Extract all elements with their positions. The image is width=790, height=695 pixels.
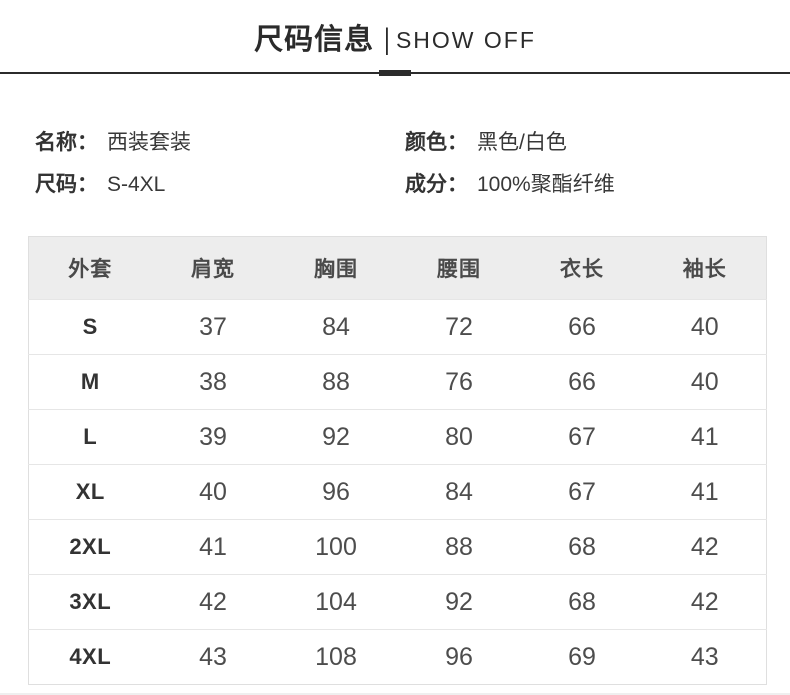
table-row: XL 40 96 84 67 41 bbox=[28, 464, 767, 520]
table-row: M 38 88 76 66 40 bbox=[28, 354, 767, 410]
table-cell-value: 40 bbox=[643, 299, 767, 355]
info-name-label: 名称： bbox=[35, 131, 98, 154]
table-row: 4XL 43 108 96 69 43 bbox=[28, 629, 767, 685]
table-cell-value: 108 bbox=[274, 629, 398, 685]
info-size-value: S-4XL bbox=[107, 173, 166, 196]
table-header-cell: 衣长 bbox=[520, 236, 644, 300]
table-cell-value: 84 bbox=[397, 464, 521, 520]
table-cell-value: 69 bbox=[520, 629, 644, 685]
table-cell-value: 42 bbox=[151, 574, 275, 630]
table-cell-value: 39 bbox=[151, 409, 275, 465]
table-cell-value: 92 bbox=[397, 574, 521, 630]
table-cell-value: 67 bbox=[520, 464, 644, 520]
size-table-body: S 37 84 72 66 40 M 38 88 76 66 40 L 39 92 80 67 41 XL 40 96 8… bbox=[28, 299, 767, 685]
table-header-cell: 腰围 bbox=[397, 236, 521, 300]
table-cell-value: 68 bbox=[520, 574, 644, 630]
table-cell-value: 42 bbox=[643, 574, 767, 630]
table-cell-value: 67 bbox=[520, 409, 644, 465]
table-cell-value: 41 bbox=[151, 519, 275, 575]
table-cell-value: 38 bbox=[151, 354, 275, 410]
info-color-label: 颜色： bbox=[405, 131, 468, 154]
table-cell-value: 84 bbox=[274, 299, 398, 355]
table-cell-value: 43 bbox=[643, 629, 767, 685]
title-divider-line bbox=[0, 72, 790, 74]
table-header-cell: 袖长 bbox=[643, 236, 767, 300]
table-cell-size: M bbox=[28, 354, 152, 410]
table-row: S 37 84 72 66 40 bbox=[28, 299, 767, 355]
table-cell-value: 42 bbox=[643, 519, 767, 575]
table-cell-value: 68 bbox=[520, 519, 644, 575]
info-size-label: 尺码： bbox=[35, 173, 98, 196]
table-cell-value: 104 bbox=[274, 574, 398, 630]
table-cell-size: L bbox=[28, 409, 152, 465]
table-cell-size: 4XL bbox=[28, 629, 152, 685]
table-cell-value: 72 bbox=[397, 299, 521, 355]
title-english: SHOW OFF bbox=[395, 27, 536, 53]
table-row: L 39 92 80 67 41 bbox=[28, 409, 767, 465]
info-name: 名称： 西装套装 bbox=[35, 130, 405, 156]
table-cell-size: S bbox=[28, 299, 152, 355]
info-name-value: 西装套装 bbox=[107, 131, 191, 154]
info-material: 成分： 100%聚酯纤维 bbox=[405, 172, 755, 198]
table-cell-size: XL bbox=[28, 464, 152, 520]
info-size: 尺码： S-4XL bbox=[35, 172, 405, 198]
size-table: 外套 肩宽 胸围 腰围 衣长 袖长 S 37 84 72 66 40 M 38 88 76 66 40 L 39 92… bbox=[28, 236, 767, 685]
table-cell-value: 96 bbox=[397, 629, 521, 685]
size-table-header-row: 外套 肩宽 胸围 腰围 衣长 袖长 bbox=[28, 236, 767, 300]
size-table-header: 外套 肩宽 胸围 腰围 衣长 袖长 bbox=[28, 236, 767, 300]
table-cell-value: 92 bbox=[274, 409, 398, 465]
table-cell-value: 100 bbox=[274, 519, 398, 575]
table-cell-value: 40 bbox=[643, 354, 767, 410]
table-header-cell: 胸围 bbox=[274, 236, 398, 300]
table-cell-value: 76 bbox=[397, 354, 521, 410]
table-cell-value: 88 bbox=[397, 519, 521, 575]
table-cell-value: 41 bbox=[643, 409, 767, 465]
table-header-cell: 肩宽 bbox=[151, 236, 275, 300]
table-cell-value: 37 bbox=[151, 299, 275, 355]
table-cell-value: 43 bbox=[151, 629, 275, 685]
table-cell-size: 3XL bbox=[28, 574, 152, 630]
table-cell-size: 2XL bbox=[28, 519, 152, 575]
table-row: 3XL 42 104 92 68 42 bbox=[28, 574, 767, 630]
table-cell-value: 96 bbox=[274, 464, 398, 520]
title-separator: | bbox=[384, 23, 390, 56]
table-cell-value: 41 bbox=[643, 464, 767, 520]
section-title: 尺码信息 | SHOW OFF bbox=[0, 0, 790, 58]
size-info-page: 尺码信息 | SHOW OFF 名称： 西装套装 颜色： 黑色/白色 尺码： S… bbox=[0, 0, 790, 676]
product-info: 名称： 西装套装 颜色： 黑色/白色 尺码： S-4XL 成分： 100%聚酯纤… bbox=[35, 130, 755, 198]
info-color: 颜色： 黑色/白色 bbox=[405, 130, 755, 156]
table-cell-value: 66 bbox=[520, 299, 644, 355]
table-cell-value: 80 bbox=[397, 409, 521, 465]
title-chinese: 尺码信息 bbox=[254, 24, 375, 56]
table-row: 2XL 41 100 88 68 42 bbox=[28, 519, 767, 575]
info-material-label: 成分： bbox=[405, 173, 468, 196]
info-material-value: 100%聚酯纤维 bbox=[477, 173, 615, 196]
table-header-cell: 外套 bbox=[28, 236, 152, 300]
info-color-value: 黑色/白色 bbox=[477, 131, 567, 154]
table-cell-value: 66 bbox=[520, 354, 644, 410]
table-cell-value: 88 bbox=[274, 354, 398, 410]
table-cell-value: 40 bbox=[151, 464, 275, 520]
